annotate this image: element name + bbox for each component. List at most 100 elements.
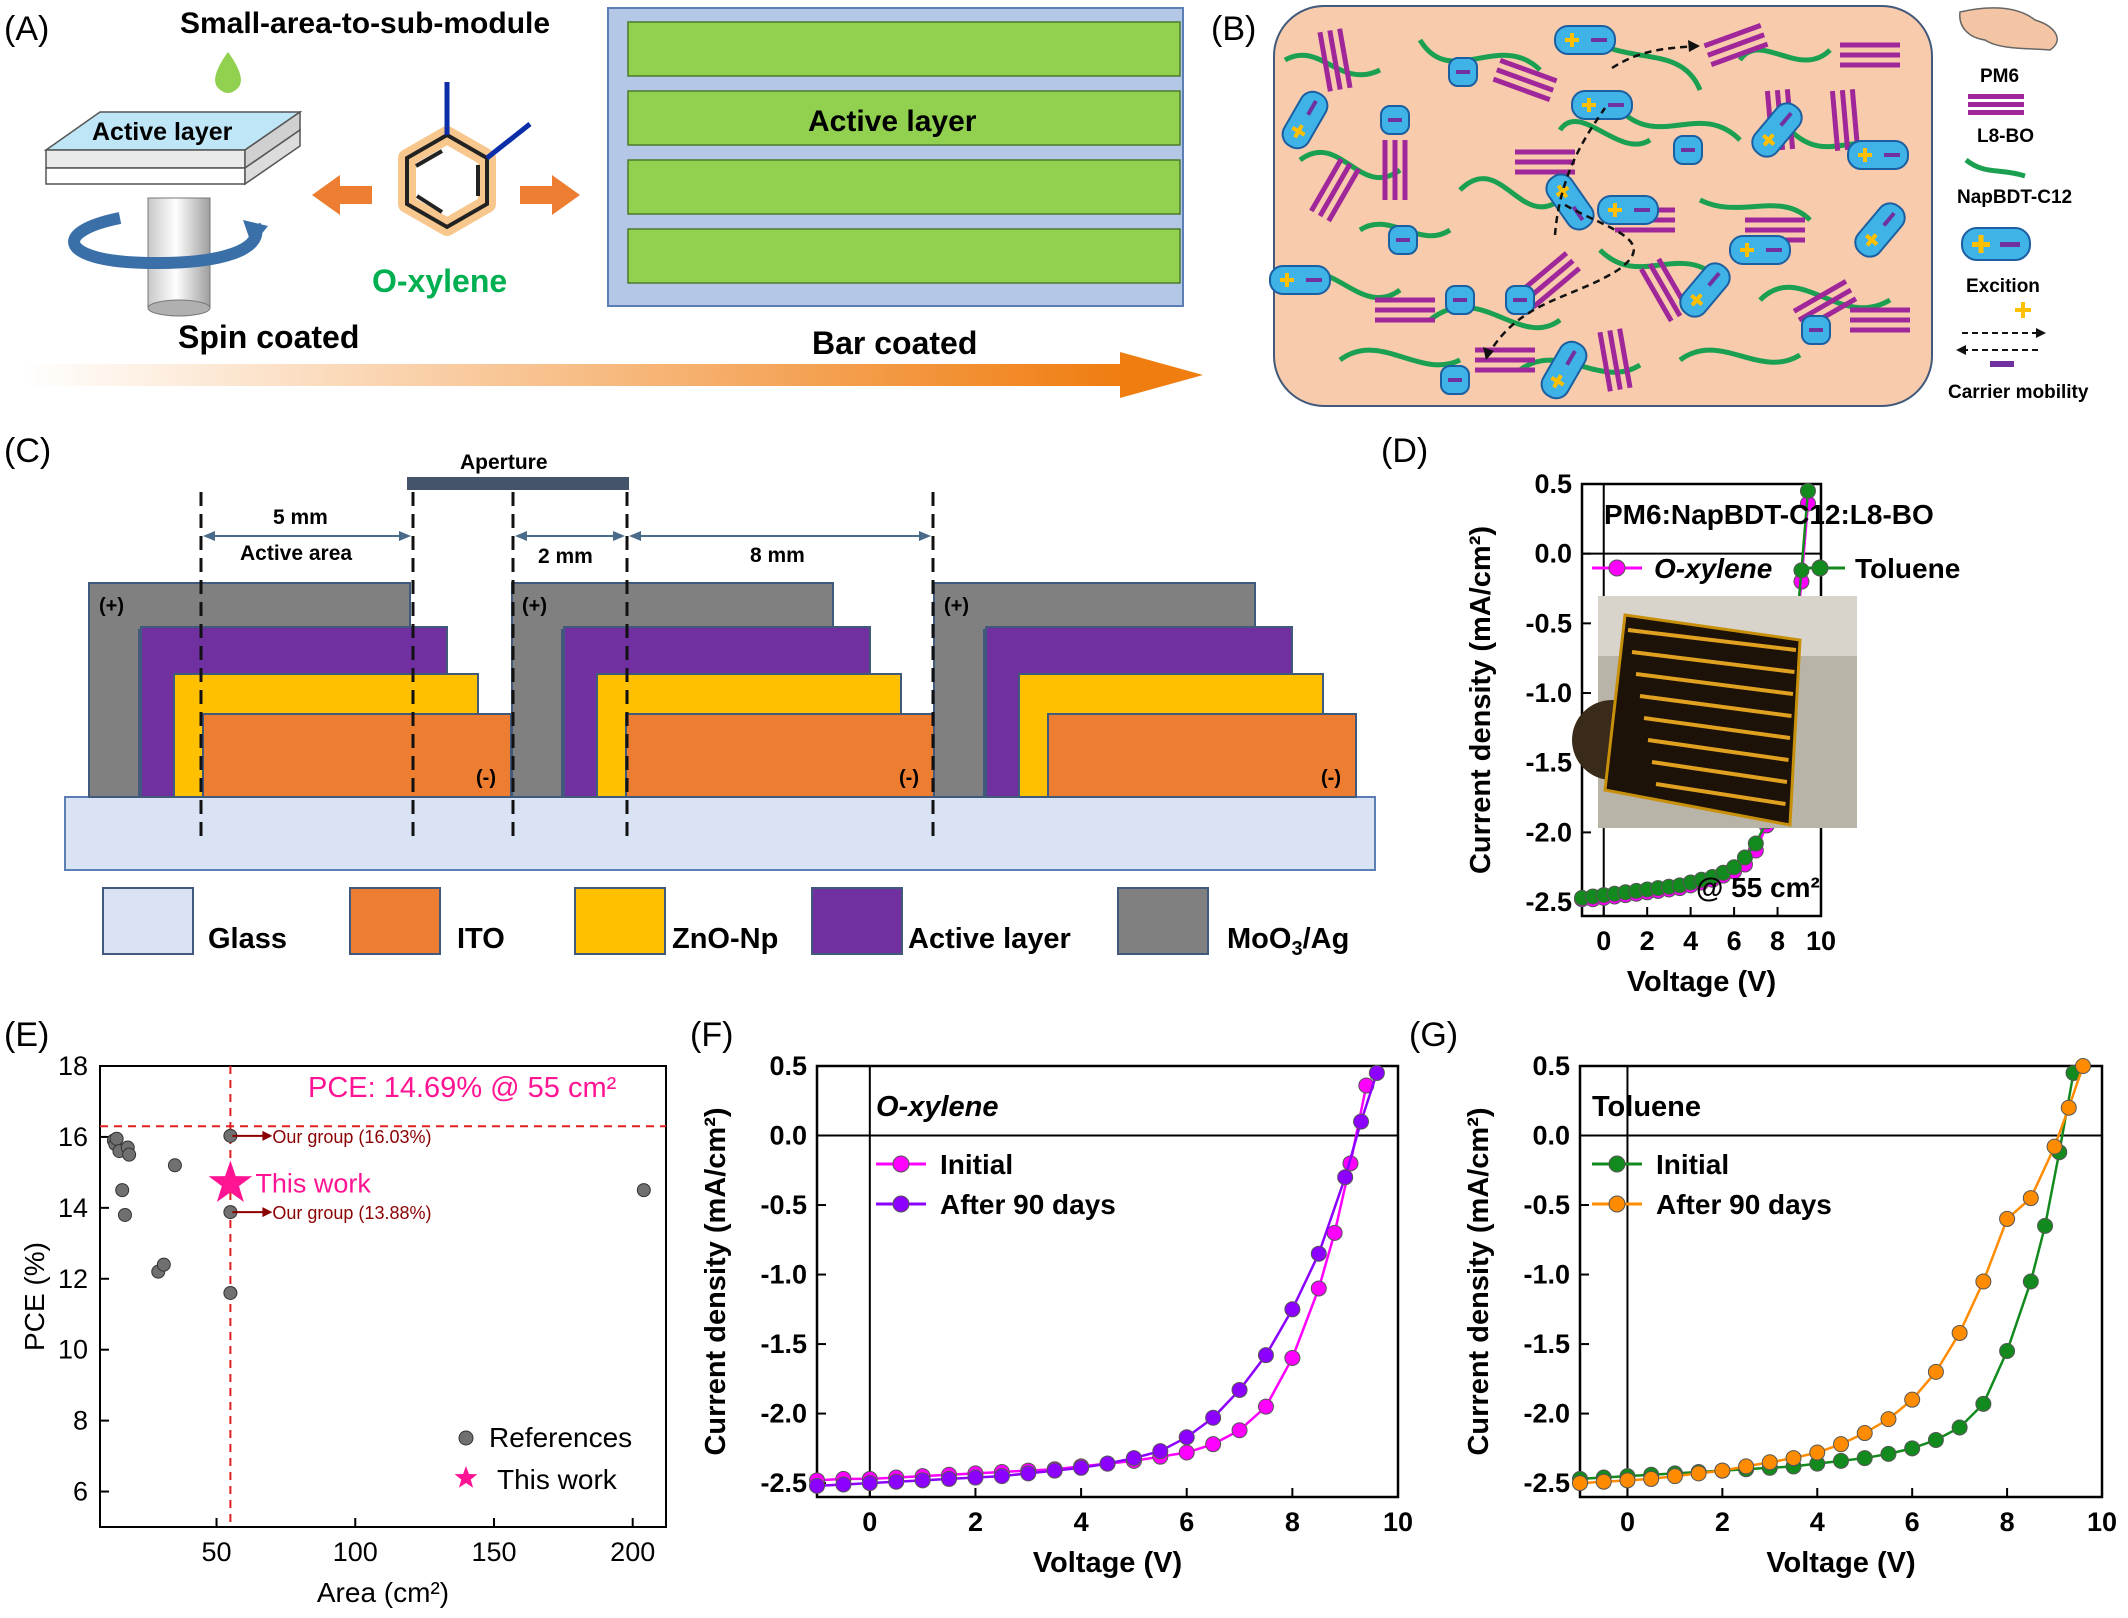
l8bo-bar: [1647, 262, 1683, 318]
data-point: [1761, 1454, 1778, 1471]
arrow-head-icon: [613, 531, 625, 541]
y-tick-label: 0.0: [1534, 539, 1572, 569]
data-point: [2075, 1058, 2092, 1074]
l8bo-stack: [1829, 89, 1861, 151]
data-point: [993, 1468, 1010, 1485]
plot-frame: [815, 1064, 1400, 1499]
data-point: [1975, 1273, 1992, 1290]
y-tick-label: -0.5: [1525, 608, 1572, 638]
l8bo-bar: [1492, 76, 1551, 103]
y-tick-label: -1.5: [760, 1329, 807, 1359]
l8bo-bar: [1639, 267, 1674, 323]
data-point: [2046, 1138, 2063, 1155]
data-point: [1975, 1395, 1992, 1412]
arrow-head-icon: [1688, 40, 1700, 52]
arrow-head-icon: [399, 531, 411, 541]
y-axis-label: Current density (mA/cm²): [1463, 1107, 1495, 1455]
data-point: [1284, 1349, 1301, 1366]
y-tick-label: -2.0: [1525, 817, 1572, 847]
minus-icon: [1779, 111, 1793, 127]
legend-marker: [1811, 559, 1829, 577]
data-point: [1738, 1458, 1755, 1475]
x-tick-label: 0: [1620, 1507, 1635, 1537]
legend-label: Initial: [1656, 1149, 1729, 1180]
y-tick-label: -1.0: [1523, 1260, 1570, 1290]
this-work-label: This work: [255, 1168, 371, 1198]
exciton-icon: [1281, 90, 1329, 150]
ito-layer: [625, 713, 935, 798]
legend-label: This work: [497, 1464, 618, 1495]
minus-icon: [1306, 99, 1318, 116]
carrier-path: [1486, 203, 1635, 356]
y-tick-label: -1.5: [1525, 748, 1572, 778]
y-axis-label: Current density (mA/cm²): [700, 1107, 732, 1455]
chart-f-annotation: O-xylene: [876, 1091, 999, 1123]
arrow-head-icon: [2036, 328, 2046, 338]
chart-f: 0 2 4 6 8 10 0.5 0.0 -0.5 -1.0 -1.5 -2.0 -2.5 Voltage…: [700, 1051, 1413, 1579]
legend-l8bo: L8-BO: [1977, 126, 2034, 147]
arrow-head-icon: [203, 531, 215, 541]
l8bo-bar: [1518, 251, 1569, 294]
panel-a: (A) Small-area-to-sub-module Active laye…: [4, 7, 1203, 398]
l8bo-bar: [1382, 140, 1388, 200]
module-stripe: [627, 228, 1181, 284]
plus-icon: [1570, 33, 1574, 47]
x-tick-label: 2: [968, 1507, 983, 1537]
legend-carrier: Carrier mobility: [1948, 382, 2089, 403]
data-point: [1643, 1470, 1660, 1487]
legend-swatch: [102, 887, 194, 955]
plus-icon: [1689, 293, 1704, 306]
plus-terminal: (+): [944, 595, 969, 617]
pm6-blob-icon: [1959, 7, 2058, 51]
minus-terminal: (-): [899, 767, 919, 789]
data-point: [1231, 1381, 1248, 1398]
data-point: [1595, 1473, 1612, 1490]
napbdt-chain: [1417, 38, 1542, 72]
data-point: [861, 1475, 878, 1492]
area-note: @ 55 cm²: [1696, 872, 1820, 903]
y-tick-label: 0.5: [1534, 469, 1572, 499]
data-point: [156, 1257, 171, 1272]
data-point: [1799, 482, 1816, 499]
minus-icon: [1396, 238, 1410, 242]
y-tick-label: -0.5: [1523, 1190, 1570, 1220]
spin-arrow: [68, 212, 263, 270]
napbdt-chain: [1283, 52, 1382, 78]
minus-icon: [1591, 38, 1607, 42]
l8bo-bar: [1703, 22, 1762, 49]
module-stripe: [627, 159, 1181, 215]
panel-b: (B) PM6 L8-BO NapBDT-C12 Excition Carrier mo…: [1211, 5, 2089, 407]
x-tick-label: 50: [202, 1537, 232, 1567]
photo-stripe: [1639, 694, 1792, 718]
x-axis-label: Voltage (V): [1627, 966, 1776, 998]
l8bo-bar: [1617, 328, 1633, 389]
minus-icon: [1448, 378, 1462, 382]
chart-d-annotation: PM6:NapBDT-C12:L8-BO: [1604, 499, 1934, 530]
l8bo-stack: [1515, 149, 1575, 175]
data-point: [1073, 1459, 1090, 1476]
l8bo-stack: [1597, 328, 1633, 392]
exciton-icon: [1505, 285, 1535, 315]
photo-stripe: [1651, 760, 1788, 784]
arrow-head-icon: [629, 531, 641, 541]
legend-label: O-xylene: [1654, 553, 1772, 584]
y-tick-label: -2.0: [1523, 1399, 1570, 1429]
data-point: [809, 1477, 825, 1494]
glass-layer: [64, 796, 1376, 871]
y-tick-label: -1.0: [760, 1260, 807, 1290]
data-point: [1880, 1445, 1897, 1462]
l8bo-bar: [1797, 287, 1853, 323]
exciton-icon: [1571, 90, 1633, 120]
data-point: [1257, 1398, 1274, 1415]
photo-stripe: [1627, 628, 1797, 652]
active-layer-label-large: Active layer: [808, 105, 977, 138]
blend-morphology: [1269, 22, 1910, 400]
minus-terminal: (-): [1321, 767, 1341, 789]
data-point: [1326, 1224, 1343, 1241]
data-point: [122, 1147, 137, 1162]
legend-napbdt: NapBDT-C12: [1957, 187, 2072, 208]
x-tick-label: 2: [1715, 1507, 1730, 1537]
group-label: Our group (16.03%): [272, 1127, 431, 1147]
photo-stripe: [1635, 672, 1794, 696]
